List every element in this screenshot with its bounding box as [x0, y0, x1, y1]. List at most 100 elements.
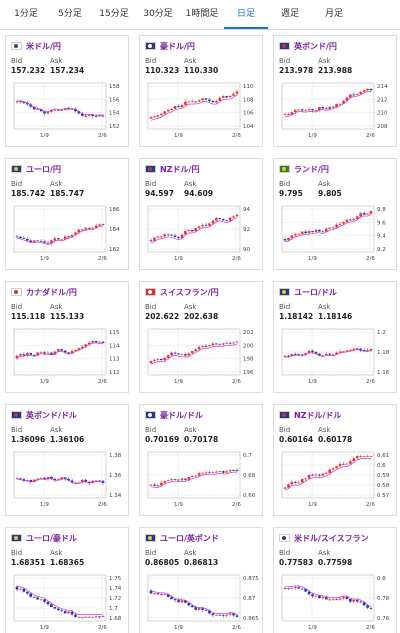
currency-card[interactable]: 英ポンド/円 Bid Ask 213.978 213.988 214 212 210… [273, 35, 397, 147]
currency-card[interactable]: ランド/円 Bid Ask 9.795 9.805 9.8 9.6 9.4 9.2 1/… [273, 158, 397, 270]
pair-name[interactable]: ユーロ/英ポンド [160, 533, 219, 543]
pair-name[interactable]: ユーロ/円 [26, 164, 61, 174]
mini-candlestick-chart[interactable]: 1.2 1.18 1.16 1/9 2/6 [278, 325, 394, 389]
candle-up [160, 113, 163, 116]
candle-up [46, 352, 50, 354]
mini-candlestick-chart[interactable]: 214 212 210 208 1/9 2/6 [278, 79, 394, 143]
pair-name[interactable]: 米ドル/スイスフラン [294, 533, 369, 543]
candle-down [208, 610, 211, 614]
card-title[interactable]: ユーロ/英ポンド [145, 532, 219, 544]
candle-down [173, 235, 177, 238]
y-tick-label: 9.2 [377, 247, 386, 253]
mini-candlestick-chart[interactable]: 0.61 0.6 0.59 0.58 0.57 1/9 2/6 [278, 448, 394, 512]
currency-card[interactable]: 米ドル/スイスフラン Bid Ask 0.77583 0.77598 0.8 0.… [273, 527, 397, 633]
card-title[interactable]: ユーロ/ドル [279, 286, 337, 298]
candle-up [84, 227, 88, 230]
currency-card[interactable]: ユーロ/豪ドル Bid Ask 1.68351 1.68365 1.75 1.74… [5, 527, 129, 633]
card-title[interactable]: 豪ドル/ドル [145, 409, 203, 421]
candle-down [318, 353, 321, 356]
candle-down [311, 109, 314, 111]
currency-card[interactable]: ユーロ/英ポンド Bid Ask 0.86805 0.86813 0.875 0.… [139, 527, 263, 633]
candle-up [294, 109, 297, 113]
mini-candlestick-chart[interactable]: 94 92 90 1/9 2/6 [144, 202, 260, 266]
moving-average-line [16, 225, 104, 245]
candle-down [43, 241, 46, 243]
pair-name[interactable]: 豪ドル/ドル [160, 410, 203, 420]
ask-value: 202.638 [184, 312, 219, 321]
candle-up [349, 461, 352, 464]
pair-name[interactable]: ランド/円 [294, 164, 329, 174]
mini-candlestick-chart[interactable]: 0.875 0.87 0.865 1/9 2/6 [144, 571, 260, 633]
pair-name[interactable]: ユーロ/豪ドル [26, 533, 77, 543]
card-title[interactable]: 米ドル/スイスフラン [279, 532, 369, 544]
currency-card[interactable]: ユーロ/ドル Bid Ask 1.18142 1.18146 1.2 1.18 1.… [273, 281, 397, 393]
mini-candlestick-chart[interactable]: 1.75 1.74 1.72 1.7 1.68 1/9 2/6 [10, 571, 126, 633]
mini-candlestick-chart[interactable]: 115 114 113 112 1/9 2/6 [10, 325, 126, 389]
tab-15min[interactable]: 15分足 [99, 9, 129, 19]
currency-card[interactable]: 英ポンド/ドル Bid Ask 1.36096 1.36106 1.38 1.36… [5, 404, 129, 516]
candle-up [36, 478, 39, 480]
tab-1hour[interactable]: 1時間足 [185, 9, 219, 19]
mini-candlestick-chart[interactable]: 202 200 198 196 1/9 2/6 [144, 325, 260, 389]
currency-card[interactable]: ユーロ/円 Bid Ask 185.742 185.747 186 184 182 1… [5, 158, 129, 270]
mini-candlestick-chart[interactable]: 1.38 1.36 1.34 1/9 2/6 [10, 448, 126, 512]
card-title[interactable]: ユーロ/円 [11, 163, 61, 175]
card-title[interactable]: 英ポンド/円 [279, 40, 337, 52]
moving-average-line [16, 342, 104, 359]
pair-name[interactable]: NZドル/円 [160, 164, 200, 174]
card-title[interactable]: カナダドル/円 [11, 286, 77, 298]
card-title[interactable]: NZドル/ドル [279, 409, 341, 421]
eu-flag-icon [11, 534, 22, 542]
tab-1min[interactable]: 1分足 [14, 9, 38, 19]
card-title[interactable]: 米ドル/円 [11, 40, 61, 52]
candle-up [77, 229, 81, 233]
mini-candlestick-chart[interactable]: 158 156 154 152 1/9 2/6 [10, 79, 126, 143]
pair-name[interactable]: NZドル/ドル [294, 410, 342, 420]
card-title[interactable]: ランド/円 [279, 163, 329, 175]
candle-down [56, 109, 60, 111]
tab-weekly[interactable]: 週足 [280, 9, 299, 19]
candle-down [32, 106, 36, 110]
tab-5min[interactable]: 5分足 [58, 9, 82, 19]
candle-down [321, 106, 325, 109]
pair-name[interactable]: ユーロ/ドル [294, 287, 337, 297]
currency-card[interactable]: NZドル/円 Bid Ask 94.597 94.609 94 92 90 1/9 2/… [139, 158, 263, 270]
card-title[interactable]: ユーロ/豪ドル [11, 532, 77, 544]
card-title[interactable]: スイスフラン/円 [145, 286, 219, 298]
currency-card[interactable]: 米ドル/円 Bid Ask 157.232 157.234 158 156 154 1… [5, 35, 129, 147]
pair-name[interactable]: カナダドル/円 [26, 287, 77, 297]
mini-candlestick-chart[interactable]: 110 108 106 104 1/9 2/6 [144, 79, 260, 143]
candle-up [328, 106, 332, 110]
currency-card[interactable]: 豪ドル/円 Bid Ask 110.323 110.330 110 108 106 1… [139, 35, 263, 147]
pair-name[interactable]: 英ポンド/円 [294, 41, 337, 51]
currency-card[interactable]: スイスフラン/円 Bid Ask 202.622 202.638 202 200 1… [139, 281, 263, 393]
currency-card[interactable]: NZドル/ドル Bid Ask 0.60164 0.60178 0.61 0.6 0… [273, 404, 397, 516]
mini-candlestick-chart[interactable]: 186 184 182 1/9 2/6 [10, 202, 126, 266]
pair-name[interactable]: 豪ドル/円 [160, 41, 195, 51]
currency-card[interactable]: 豪ドル/ドル Bid Ask 0.70169 0.70178 0.7 0.68 0.… [139, 404, 263, 516]
card-title[interactable]: NZドル/円 [145, 163, 199, 175]
mini-candlestick-chart[interactable]: 9.8 9.6 9.4 9.2 1/9 2/6 [278, 202, 394, 266]
currency-card[interactable]: カナダドル/円 Bid Ask 115.118 115.133 115 114 11… [5, 281, 129, 393]
tab-monthly[interactable]: 月足 [324, 9, 343, 19]
plot-frame [147, 328, 241, 376]
candle-down [70, 480, 74, 483]
tab-30min[interactable]: 30分足 [143, 9, 173, 19]
mini-candlestick-chart[interactable]: 0.8 0.78 0.76 1/9 2/6 [278, 571, 394, 633]
pair-name[interactable]: 英ポンド/ドル [26, 410, 77, 420]
card-title[interactable]: 英ポンド/ドル [11, 409, 77, 421]
candle-up [335, 466, 338, 469]
ca-flag-icon [11, 288, 22, 296]
pair-name[interactable]: スイスフラン/円 [160, 287, 219, 297]
candle-down [349, 219, 352, 221]
candle-down [190, 229, 194, 232]
candle-up [215, 100, 218, 103]
candle-up [225, 342, 228, 344]
pair-name[interactable]: 米ドル/円 [26, 41, 61, 51]
tab-daily[interactable]: 日足 [224, 0, 268, 29]
candle-up [170, 108, 173, 110]
mini-candlestick-chart[interactable]: 0.7 0.68 0.66 1/9 2/6 [144, 448, 260, 512]
candle-down [22, 479, 26, 481]
candle-up [300, 478, 304, 483]
card-title[interactable]: 豪ドル/円 [145, 40, 195, 52]
